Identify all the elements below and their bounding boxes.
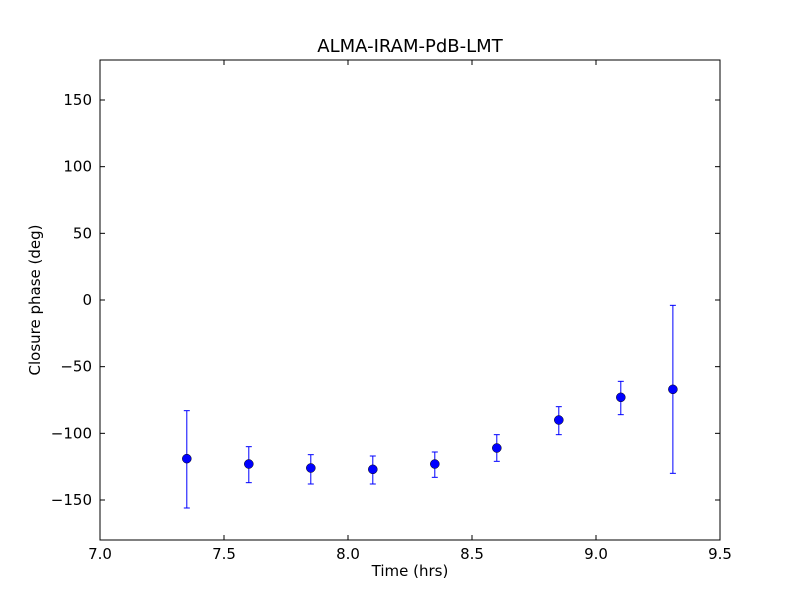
y-tick-label: −100 bbox=[51, 424, 92, 442]
x-axis-label: Time (hrs) bbox=[371, 562, 449, 580]
data-point bbox=[368, 464, 378, 475]
x-tick-label: 7.0 bbox=[88, 545, 112, 563]
x-tick-label: 9.0 bbox=[584, 545, 608, 563]
chart-title: ALMA-IRAM-PdB-LMT bbox=[317, 36, 503, 57]
data-point bbox=[182, 453, 192, 464]
y-tick-label: 150 bbox=[63, 91, 92, 109]
x-tick-label: 8.5 bbox=[460, 545, 484, 563]
y-tick-label: 0 bbox=[82, 291, 92, 309]
y-tick-label: −50 bbox=[60, 358, 92, 376]
axis-ticks: 7.0 7.5 8.0 8.5 9.0 9.5 150 100 50 0 −50 −100 −150 bbox=[51, 60, 732, 563]
data-point bbox=[492, 443, 502, 453]
y-tick-label: 50 bbox=[73, 224, 92, 242]
data-point bbox=[668, 384, 678, 395]
x-tick-label: 9.5 bbox=[708, 545, 732, 563]
data-point bbox=[244, 459, 254, 469]
data-point bbox=[430, 459, 440, 469]
y-tick-label: 100 bbox=[63, 158, 92, 176]
x-tick-label: 7.5 bbox=[212, 545, 236, 563]
y-axis-label: Closure phase (deg) bbox=[26, 225, 44, 376]
y-tick-label: −150 bbox=[51, 491, 92, 509]
data-point bbox=[306, 463, 316, 473]
data-marks bbox=[182, 304, 678, 509]
plot-area bbox=[99, 59, 721, 541]
data-point bbox=[554, 415, 564, 425]
x-tick-label: 8.0 bbox=[336, 545, 360, 563]
data-point bbox=[616, 392, 626, 403]
